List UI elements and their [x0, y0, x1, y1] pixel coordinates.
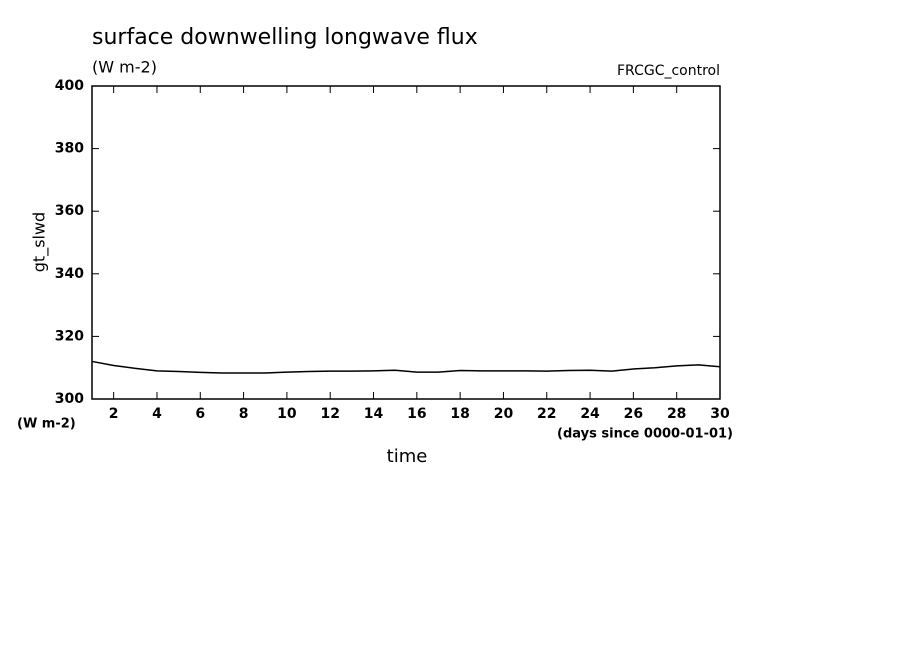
y-tick-label: 300	[55, 391, 84, 407]
y-units: (W m-2)	[17, 417, 76, 432]
chart-subtitle: (W m-2)	[92, 58, 157, 77]
y-tick-label: 320	[55, 328, 84, 344]
y-axis-label: gt_slwd	[30, 212, 50, 272]
x-tick-label: 24	[580, 406, 600, 422]
x-tick-label: 2	[109, 406, 119, 422]
data-line	[91, 360, 721, 374]
y-tick-label: 340	[55, 266, 84, 282]
x-tick-label: 26	[624, 406, 643, 422]
x-tick-label: 22	[537, 406, 556, 422]
x-tick-label: 10	[277, 406, 297, 422]
x-tick-label: 4	[152, 406, 162, 422]
x-tick-label: 28	[667, 406, 686, 422]
x-tick-label: 20	[494, 406, 514, 422]
x-units: (days since 0000-01-01)	[557, 427, 733, 442]
plot-frame	[91, 85, 721, 400]
x-tick-label: 30	[710, 406, 730, 422]
x-tick-label: 12	[320, 406, 339, 422]
x-tick-label: 6	[195, 406, 205, 422]
run-label: FRCGC_control	[617, 63, 720, 79]
x-tick-label: 18	[450, 406, 469, 422]
x-tick-label: 16	[407, 406, 426, 422]
y-tick-label: 380	[55, 141, 84, 157]
chart-title: surface downwelling longwave flux	[92, 25, 478, 50]
y-tick-label: 400	[55, 78, 84, 94]
x-tick-label: 8	[239, 406, 249, 422]
y-tick-label: 360	[55, 203, 84, 219]
x-tick-label: 14	[364, 406, 384, 422]
x-axis-label: time	[387, 446, 428, 467]
